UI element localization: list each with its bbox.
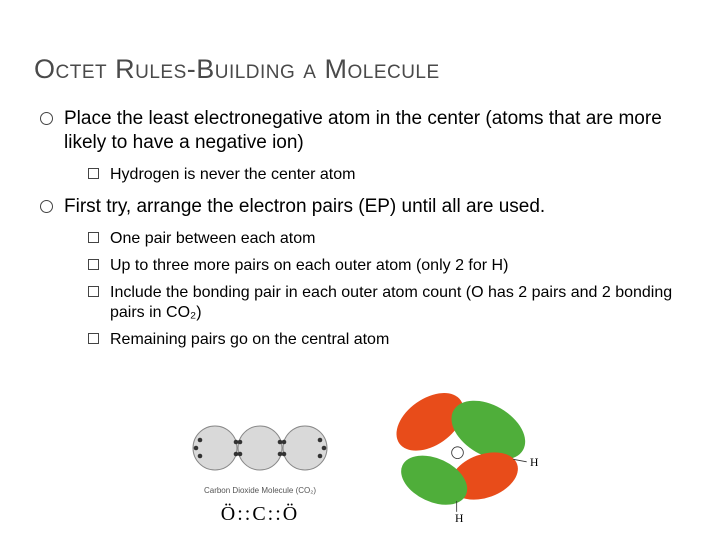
list-item: First try, arrange the electron pairs (E…	[40, 195, 686, 351]
image-row: Carbon Dioxide Molecule (CO₂) Ö::C::Ö H …	[0, 376, 720, 526]
bullet-text: Hydrogen is never the center atom	[110, 166, 355, 183]
co2-lewis-structure: Ö::C::Ö	[180, 503, 340, 526]
list-item: Include the bonding pair in each outer a…	[88, 283, 686, 325]
slide-title: Octet Rules-Building a Molecule	[34, 54, 686, 85]
bullet-text: Include the bonding pair in each outer a…	[110, 284, 672, 322]
bullet-list: Place the least electronegative atom in …	[34, 107, 686, 351]
bullet-text: One pair between each atom	[110, 230, 315, 247]
bullet-text: First try, arrange the electron pairs (E…	[64, 196, 545, 217]
list-item: Remaining pairs go on the central atom	[88, 330, 686, 351]
sub-list: Hydrogen is never the center atom	[64, 165, 686, 186]
bullet-text: Place the least electronegative atom in …	[64, 108, 662, 153]
orbital-diagram-icon: H H	[370, 376, 540, 526]
list-item: Place the least electronegative atom in …	[40, 107, 686, 185]
co2-molecule-icon	[180, 422, 340, 477]
svg-text:H: H	[530, 456, 539, 469]
list-item: Up to three more pairs on each outer ato…	[88, 256, 686, 277]
co2-diagram: Carbon Dioxide Molecule (CO₂) Ö::C::Ö	[180, 422, 340, 526]
co2-caption: Carbon Dioxide Molecule (CO₂)	[180, 486, 340, 495]
list-item: Hydrogen is never the center atom	[88, 165, 686, 186]
bullet-text: Remaining pairs go on the central atom	[110, 331, 389, 348]
bullet-text: Up to three more pairs on each outer ato…	[110, 257, 508, 274]
svg-text:H: H	[455, 512, 464, 525]
sub-list: One pair between each atom Up to three m…	[64, 229, 686, 351]
list-item: One pair between each atom	[88, 229, 686, 250]
